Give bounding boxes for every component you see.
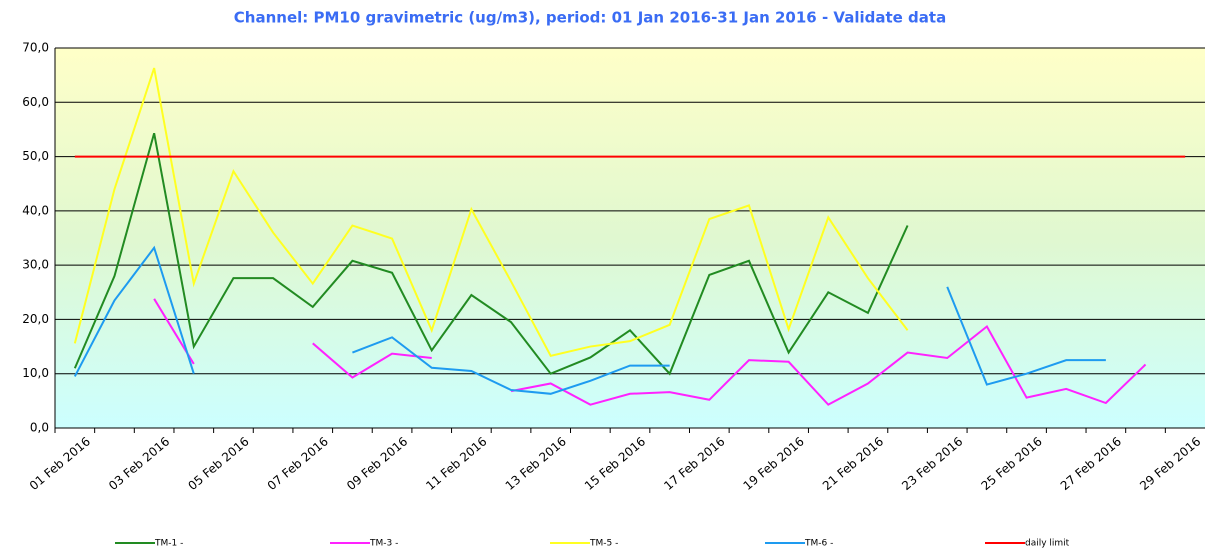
legend-label: TM-6 - [804,539,833,549]
series-line [510,324,1147,406]
legend-label: TM-5 - [589,539,618,549]
y-tick-label: 40,0 [22,203,49,217]
x-tick-label: 13 Feb 2016 [503,434,569,493]
x-tick-label: 11 Feb 2016 [423,434,489,493]
y-tick-label: 30,0 [22,258,49,272]
y-tick-label: 60,0 [22,95,49,109]
x-tick-label: 23 Feb 2016 [899,434,965,493]
y-tick-label: 10,0 [22,366,49,380]
x-tick-label: 17 Feb 2016 [661,434,727,493]
x-tick-label: 05 Feb 2016 [185,434,251,493]
x-tick-label: 03 Feb 2016 [106,434,172,493]
x-tick-label: 27 Feb 2016 [1058,434,1124,493]
y-tick-label: 50,0 [22,149,49,163]
x-tick-label: 07 Feb 2016 [265,434,331,493]
chart-title: Channel: PM10 gravimetric (ug/m3), perio… [234,9,946,27]
series-line [312,342,432,379]
y-tick-label: 20,0 [22,312,49,326]
x-tick-label: 09 Feb 2016 [344,434,410,493]
x-tick-label: 21 Feb 2016 [820,434,886,493]
x-tick-label: 29 Feb 2016 [1137,434,1203,493]
series-line [352,336,670,395]
y-tick-label: 70,0 [22,41,49,55]
legend-label: TM-3 - [369,539,398,549]
series-line [73,132,909,376]
x-tick-label: 15 Feb 2016 [582,434,648,493]
x-tick-label: 01 Feb 2016 [27,434,93,493]
legend-label: daily limit [1025,539,1070,549]
series-line [73,67,909,357]
series-line [946,286,1106,386]
x-tick-label: 25 Feb 2016 [979,434,1045,493]
x-tick-label: 19 Feb 2016 [741,434,807,493]
legend-label: TM-1 - [154,539,183,549]
series-line [73,245,195,377]
y-tick-label: 0,0 [30,421,49,435]
